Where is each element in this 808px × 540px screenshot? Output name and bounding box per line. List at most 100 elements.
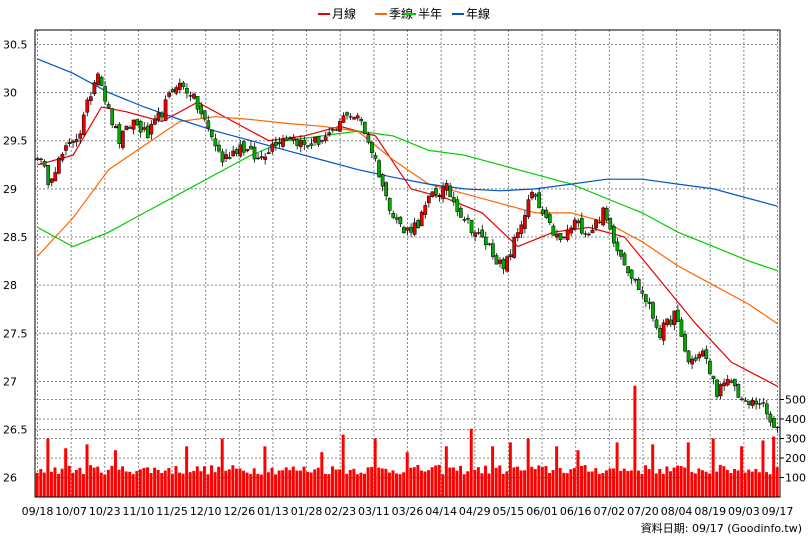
volume-bar xyxy=(576,450,580,497)
candle-up-body xyxy=(473,232,477,237)
candle-down-body xyxy=(732,378,737,387)
candle-down-body xyxy=(160,112,164,118)
candle-down-body xyxy=(533,194,538,197)
volume-bar xyxy=(227,469,231,497)
volume-bar xyxy=(128,471,132,497)
candle xyxy=(622,251,627,266)
candle-up-body xyxy=(266,152,271,154)
volume-bar xyxy=(775,467,779,497)
candle xyxy=(551,223,556,236)
volume-bar xyxy=(106,469,110,497)
volume-bar xyxy=(306,471,310,497)
candle xyxy=(686,349,691,365)
candle-up-body xyxy=(49,178,54,183)
candle xyxy=(636,277,641,290)
volume-bars xyxy=(35,385,779,497)
candle xyxy=(224,149,228,162)
volume-bar xyxy=(750,471,754,497)
date-tick-label: 06/16 xyxy=(560,505,592,518)
volume-bar xyxy=(704,471,708,497)
candle xyxy=(754,397,759,410)
candle xyxy=(42,159,47,168)
candle xyxy=(60,152,65,163)
candle-down-body xyxy=(729,380,734,383)
candle xyxy=(547,212,552,226)
candle xyxy=(323,132,328,144)
candle xyxy=(668,315,673,328)
candle xyxy=(583,230,588,238)
volume-bar xyxy=(580,466,584,497)
candle xyxy=(266,147,271,155)
volume-bar xyxy=(341,434,345,497)
candle xyxy=(423,201,428,219)
volume-bar xyxy=(327,474,331,497)
candle-down-body xyxy=(747,400,751,405)
volume-bar xyxy=(316,467,320,497)
candle xyxy=(373,152,378,162)
candle-up-body xyxy=(174,87,179,94)
candle xyxy=(761,397,766,408)
volume-bar xyxy=(651,444,655,497)
candle-down-body xyxy=(213,138,218,147)
candle-down-body xyxy=(540,209,545,215)
candle-down-body xyxy=(277,141,282,144)
candle-up-body xyxy=(700,350,705,357)
candle-up-body xyxy=(270,143,275,152)
volume-bar xyxy=(690,472,694,497)
candle xyxy=(444,179,449,196)
candle-down-body xyxy=(764,403,769,415)
volume-bar xyxy=(729,473,733,497)
candle xyxy=(523,210,527,234)
candle-down-body xyxy=(640,290,645,294)
candle-up-body xyxy=(323,136,328,141)
volume-bar xyxy=(451,467,455,497)
candle xyxy=(352,116,356,120)
volume-bar xyxy=(423,471,427,497)
volume-bar xyxy=(323,473,327,497)
candle xyxy=(380,173,385,192)
candle xyxy=(227,151,232,160)
volume-bar xyxy=(693,473,697,497)
candle xyxy=(594,218,598,232)
candle xyxy=(96,71,100,87)
volume-bar xyxy=(444,446,448,497)
volume-bar xyxy=(480,473,484,497)
volume-bar xyxy=(78,467,82,497)
volume-bar xyxy=(754,468,758,497)
candle-down-body xyxy=(334,129,339,131)
candle xyxy=(252,142,257,163)
candle xyxy=(658,324,662,340)
volume-bar xyxy=(540,467,544,497)
candle-up-body xyxy=(576,220,581,224)
volume-bar xyxy=(473,469,477,497)
candle xyxy=(740,396,744,402)
volume-tick-label: 300 xyxy=(785,433,806,446)
candle-down-body xyxy=(249,145,253,150)
date-tick-label: 10/07 xyxy=(55,505,87,518)
candle xyxy=(430,191,435,198)
date-tick-label: 08/19 xyxy=(694,505,726,518)
volume-bar xyxy=(679,466,683,497)
candle-up-body xyxy=(142,127,147,130)
candle-down-body xyxy=(654,319,659,328)
candle xyxy=(651,301,655,322)
candle xyxy=(569,225,574,237)
volume-bar xyxy=(146,467,149,497)
candle-up-body xyxy=(444,183,449,191)
candle xyxy=(359,117,364,126)
candle-up-body xyxy=(96,73,100,85)
candle xyxy=(234,147,239,157)
candle-down-body xyxy=(608,217,613,230)
candle-down-body xyxy=(448,185,453,198)
volume-bar xyxy=(523,470,527,497)
candle-down-body xyxy=(199,105,204,115)
candle-down-body xyxy=(359,119,364,122)
candle xyxy=(544,207,549,219)
candle xyxy=(181,81,186,90)
candle xyxy=(142,122,147,133)
ma-line-2 xyxy=(37,130,778,272)
volume-bar xyxy=(722,466,726,497)
volume-bar xyxy=(612,468,616,497)
candle xyxy=(469,219,474,236)
